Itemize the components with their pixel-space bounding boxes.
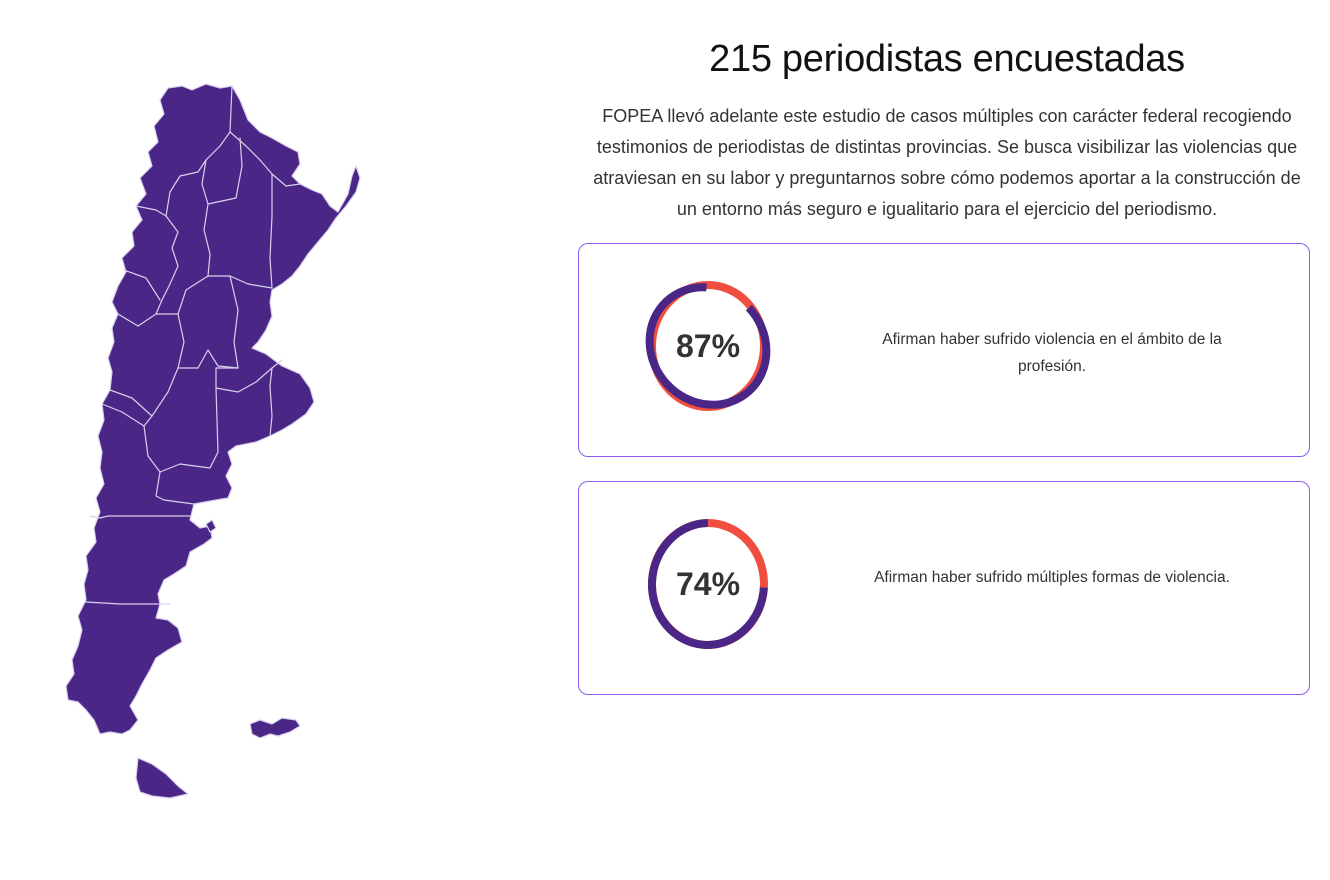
stat-percentage: 87% (675, 327, 741, 364)
stat-percentage: 74% (675, 565, 741, 602)
stat-description: Afirman haber sufrido violencia en el ám… (882, 331, 1222, 375)
page-title: 215 periodistas encuestadas (709, 38, 1185, 80)
stat-description: Afirman haber sufrido múltiples formas d… (874, 569, 1230, 586)
argentina-map (60, 80, 370, 810)
stat-card-multiple-violence: 74% Afirman haber sufrido múltiples form… (578, 481, 1310, 695)
content-panel: 215 periodistas encuestadas FOPEA llevó … (578, 30, 1316, 719)
intro-paragraph: FOPEA llevó adelante este estudio de cas… (593, 106, 1301, 219)
ring-value-arc (647, 519, 769, 649)
stat-card-violence: 87% Afirman haber sufrido violencia en e… (578, 243, 1310, 457)
ring-value-arc (645, 283, 771, 409)
argentina-map-icon (65, 83, 361, 799)
progress-ring (645, 516, 771, 652)
progress-ring (645, 278, 771, 414)
